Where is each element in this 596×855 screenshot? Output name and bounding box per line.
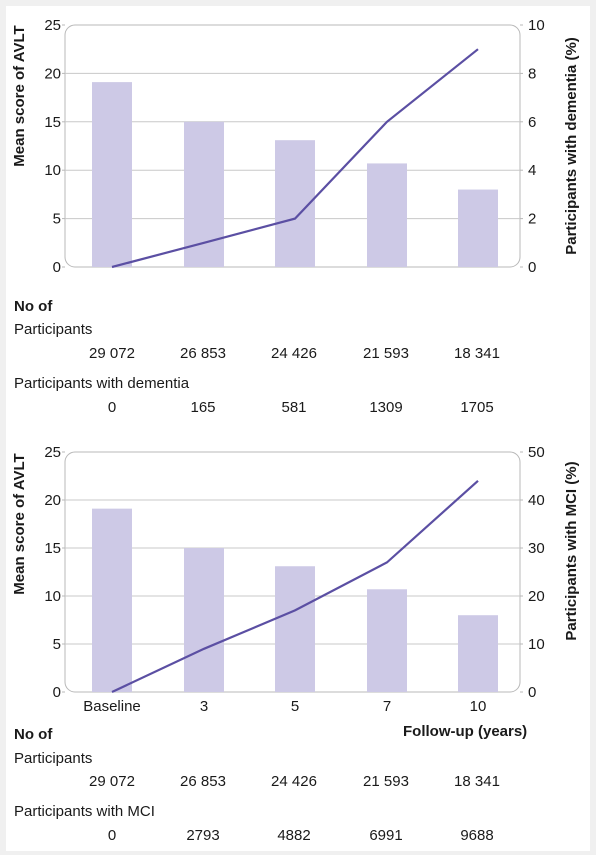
charts-canvas: 0 5 10 15 20 25 0 2 4 6 8 10 Mean score of AVLT Pa… bbox=[11, 17, 580, 715]
x-axis-title: Follow-up (years) bbox=[403, 723, 528, 740]
y2-tick-label: 2 bbox=[528, 211, 536, 228]
y-tick-label: 20 bbox=[44, 65, 61, 82]
y-tick-label: 5 bbox=[53, 636, 61, 653]
y-tick-label: 5 bbox=[53, 211, 61, 228]
table-cell: 1309 bbox=[369, 399, 403, 416]
row-label-mci: Participants with MCI bbox=[14, 803, 155, 820]
chart-dementia: 0 5 10 15 20 25 0 2 4 6 8 10 Mean score of AVLT Pa… bbox=[11, 17, 580, 276]
left-axis-title: Mean score of AVLT bbox=[11, 25, 28, 166]
bar bbox=[184, 121, 224, 267]
right-axis-ticks: 0 2 4 6 8 10 bbox=[520, 17, 545, 276]
right-axis-ticks: 0 10 20 30 40 50 bbox=[520, 444, 545, 701]
y2-tick-label: 50 bbox=[528, 444, 545, 461]
row-label-participants: Participants bbox=[14, 321, 93, 338]
table-heading: No of bbox=[14, 298, 53, 315]
table-cell: 21 593 bbox=[363, 773, 409, 790]
row-label-participants: Participants bbox=[14, 750, 93, 767]
table-heading: No of bbox=[14, 726, 53, 743]
y2-tick-label: 4 bbox=[528, 162, 536, 179]
table-cell: 29 072 bbox=[89, 773, 135, 790]
table-cell: 24 426 bbox=[271, 345, 317, 362]
bar bbox=[275, 566, 315, 692]
table-cell: 24 426 bbox=[271, 773, 317, 790]
table-cell: 2793 bbox=[186, 827, 220, 844]
table-cell: 1705 bbox=[460, 399, 494, 416]
y2-tick-label: 10 bbox=[528, 17, 545, 34]
x-tick-label: 3 bbox=[200, 698, 208, 715]
table-cell: 581 bbox=[281, 399, 307, 416]
bar bbox=[92, 82, 132, 267]
y2-tick-label: 30 bbox=[528, 540, 545, 557]
row-label-dementia: Participants with dementia bbox=[14, 375, 190, 392]
y2-tick-label: 6 bbox=[528, 114, 536, 131]
bar bbox=[367, 589, 407, 692]
y-tick-label: 25 bbox=[44, 444, 61, 461]
y-tick-label: 15 bbox=[44, 114, 61, 131]
x-tick-label: 7 bbox=[383, 698, 391, 715]
y-tick-label: 0 bbox=[53, 259, 61, 276]
y2-tick-label: 0 bbox=[528, 684, 536, 701]
bar bbox=[458, 189, 498, 267]
table-cell: 26 853 bbox=[180, 773, 226, 790]
x-tick-label: Baseline bbox=[83, 698, 141, 715]
bar bbox=[92, 508, 132, 692]
bar bbox=[184, 548, 224, 692]
table-cell: 29 072 bbox=[89, 345, 135, 362]
series-line bbox=[111, 479, 479, 693]
y2-tick-label: 0 bbox=[528, 259, 536, 276]
table-cell: 4882 bbox=[277, 827, 311, 844]
y-tick-label: 0 bbox=[53, 684, 61, 701]
table-cell: 18 341 bbox=[454, 345, 500, 362]
y2-tick-label: 8 bbox=[528, 65, 536, 82]
left-axis-title: Mean score of AVLT bbox=[11, 453, 28, 594]
right-axis-title: Participants with MCI (%) bbox=[563, 461, 580, 640]
table-cell: 18 341 bbox=[454, 773, 500, 790]
y2-tick-label: 10 bbox=[528, 636, 545, 653]
y-tick-label: 10 bbox=[44, 162, 61, 179]
table-cell: 21 593 bbox=[363, 345, 409, 362]
y-tick-label: 15 bbox=[44, 540, 61, 557]
series-line bbox=[111, 48, 479, 269]
y-tick-label: 25 bbox=[44, 17, 61, 34]
x-tick-label: 10 bbox=[470, 698, 487, 715]
chart-mci: 0 5 10 15 20 25 0 10 20 30 40 50 Baseline 3 5 7 10 Mea… bbox=[11, 444, 580, 715]
y2-tick-label: 20 bbox=[528, 588, 545, 605]
x-axis-ticks: Baseline 3 5 7 10 bbox=[83, 698, 486, 715]
table-cell: 165 bbox=[190, 399, 216, 416]
table-cell: 26 853 bbox=[180, 345, 226, 362]
right-axis-title: Participants with dementia (%) bbox=[563, 37, 580, 255]
table-cell: 6991 bbox=[369, 827, 403, 844]
x-tick-label: 5 bbox=[291, 698, 299, 715]
y-tick-label: 10 bbox=[44, 588, 61, 605]
bar bbox=[367, 163, 407, 267]
bar-group bbox=[92, 82, 498, 267]
y-tick-label: 20 bbox=[44, 492, 61, 509]
y2-tick-label: 40 bbox=[528, 492, 545, 509]
table-cell: 0 bbox=[107, 827, 117, 844]
bar-group bbox=[92, 508, 498, 692]
left-axis-ticks: 0 5 10 15 20 25 bbox=[44, 17, 65, 276]
left-axis-ticks: 0 5 10 15 20 25 bbox=[44, 444, 65, 701]
table-cell: 9688 bbox=[460, 827, 494, 844]
table-cell: 0 bbox=[107, 399, 117, 416]
bar bbox=[458, 615, 498, 692]
figure-frame: 0 5 10 15 20 25 0 2 4 6 8 10 Mean score of AVLT Pa… bbox=[6, 6, 590, 851]
